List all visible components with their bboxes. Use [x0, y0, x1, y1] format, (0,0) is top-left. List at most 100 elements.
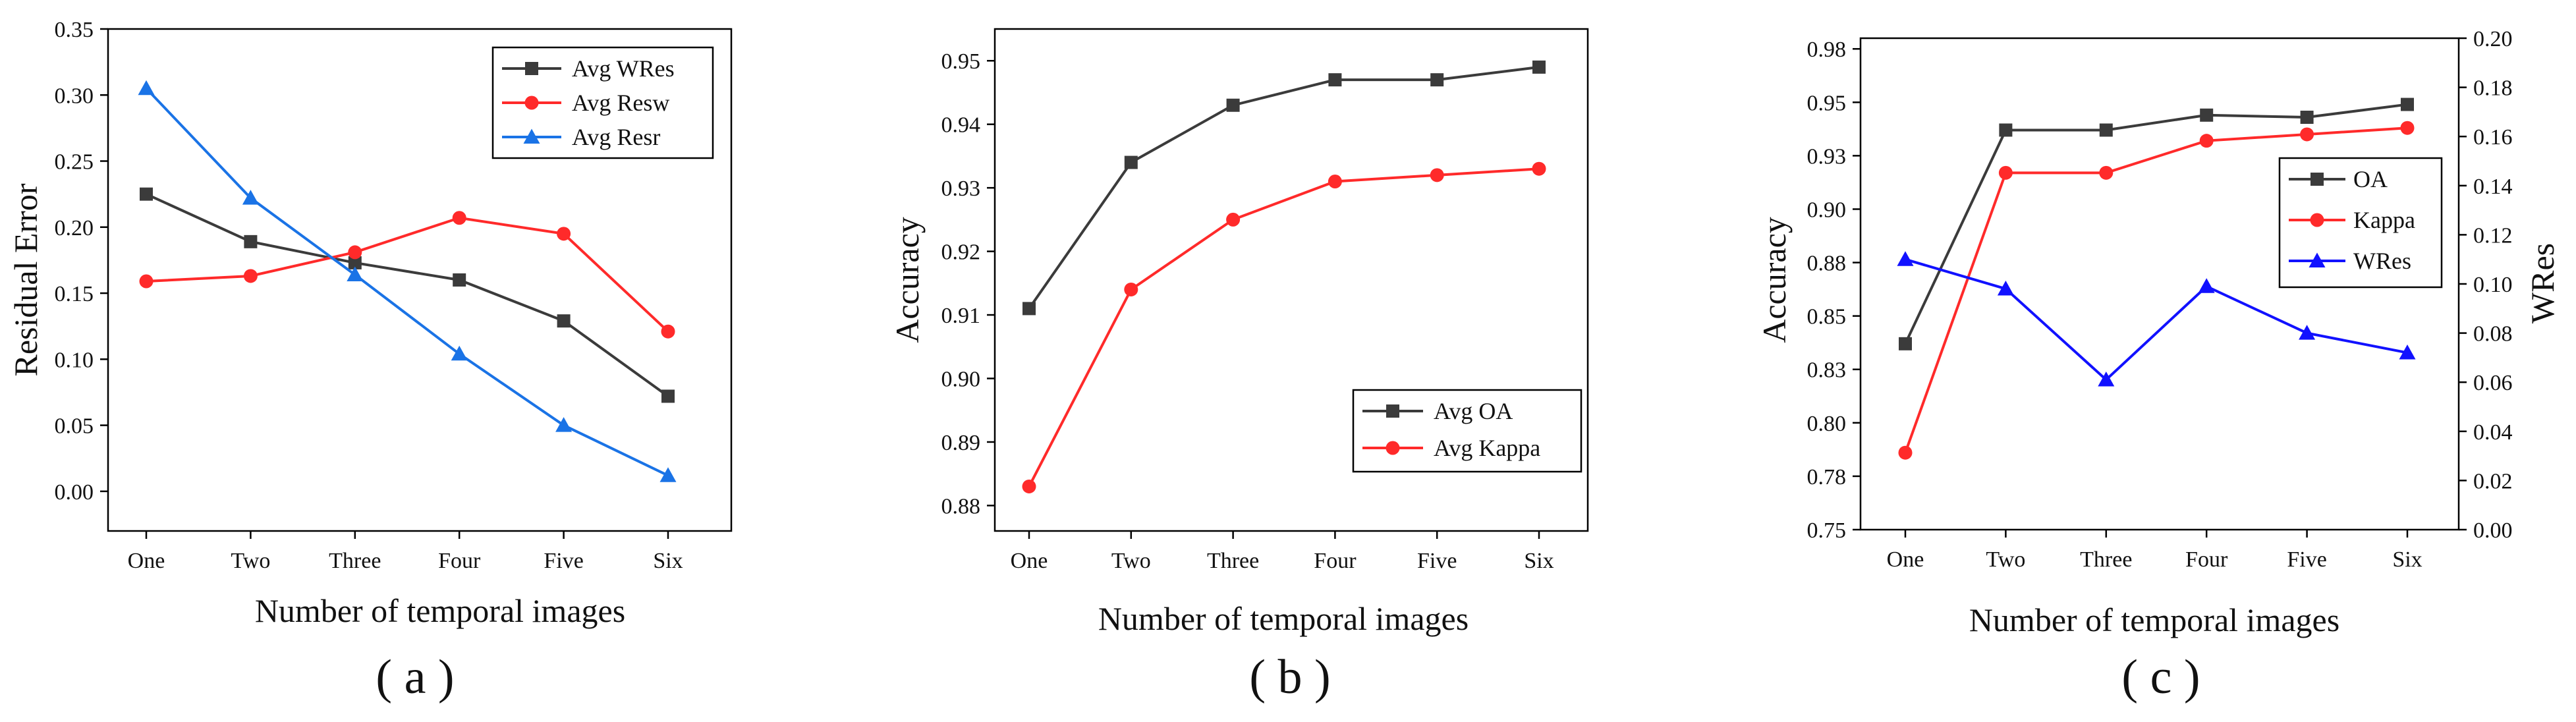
data-point-kappa — [2400, 121, 2415, 135]
y-tick-label: 0.95 — [941, 49, 981, 74]
panel-b-legend: Avg OA Avg Kappa — [1352, 389, 1582, 473]
series-line-avg-resw — [146, 216, 669, 333]
data-point-avg-resw — [139, 274, 154, 289]
series-wres — [1897, 251, 2416, 387]
panel-b-frame — [994, 28, 1589, 532]
data-point-avg-oa — [1328, 73, 1342, 87]
series-line-avg-oa — [1028, 65, 1540, 310]
data-point-avg-kappa — [1124, 282, 1138, 296]
data-point-wres — [2098, 371, 2115, 387]
data-point-oa — [1899, 337, 1912, 350]
data-point-oa — [1999, 123, 2013, 137]
data-point-avg-resr — [347, 266, 364, 281]
x-tick-label: Two — [1986, 547, 2025, 572]
y-tick-label: 0.90 — [941, 368, 981, 392]
y-tick-label: 0.88 — [941, 494, 981, 518]
legend-marker-kappa — [2310, 213, 2324, 227]
panel-c-y2-axis-label: WRes — [2524, 243, 2561, 323]
data-point-avg-kappa — [1022, 479, 1036, 493]
panel-a-legend: Avg WRes Avg Resw Avg Resr — [491, 46, 714, 159]
panel-a-caption: ( a ) — [376, 650, 454, 704]
x-tick-label: Five — [544, 549, 583, 573]
x-tick-label: Two — [1111, 549, 1151, 573]
legend-marker-wres — [2309, 252, 2326, 267]
y-tick-label: 0.98 — [1807, 38, 1847, 62]
x-tick-label: One — [1011, 549, 1048, 573]
legend-label: WRes — [2353, 248, 2411, 274]
legend-label: Avg WRes — [572, 55, 675, 82]
data-point-wres — [2399, 344, 2416, 360]
series-kappa — [1898, 121, 2415, 460]
panel-a-series — [138, 80, 677, 482]
y2-tick-label: 0.08 — [2473, 322, 2513, 347]
data-point-avg-wres — [661, 389, 675, 403]
y2-tick-label: 0.12 — [2473, 223, 2513, 248]
data-point-avg-resw — [661, 324, 675, 339]
y2-tick-label: 0.14 — [2473, 175, 2513, 199]
data-point-avg-kappa — [1532, 161, 1546, 176]
data-point-wres — [2299, 325, 2316, 340]
data-point-avg-wres — [244, 235, 258, 248]
series-avg-oa — [1022, 60, 1546, 316]
legend-marker-avg-wres — [525, 62, 538, 75]
data-point-avg-resr — [138, 80, 155, 96]
panel-b-series — [1022, 60, 1546, 493]
data-point-oa — [2200, 108, 2214, 122]
legend-label: Avg Resr — [572, 124, 660, 150]
panel-c: One Two Three Four Five Six 0.75 0.78 0.80 0.83 0.… — [1756, 27, 2561, 704]
x-tick-label: Three — [2080, 547, 2132, 572]
y2-tick-label: 0.04 — [2473, 420, 2513, 445]
series-avg-resr — [138, 80, 677, 482]
x-tick-label: One — [128, 549, 165, 573]
data-point-avg-resr — [451, 345, 468, 361]
legend-label: Avg Kappa — [1434, 435, 1540, 461]
y-tick-label: 0.75 — [1807, 518, 1847, 543]
y-tick-label: 0.92 — [941, 240, 981, 265]
y-tick-label: 0.80 — [1807, 412, 1847, 436]
data-point-avg-resr — [242, 190, 259, 205]
data-point-avg-resw — [557, 227, 571, 241]
panel-b: One Two Three Four Five Six 0.88 0.89 0.90 0.91 0.… — [889, 28, 1589, 704]
data-point-kappa — [2300, 127, 2314, 142]
y-tick-label: 0.35 — [55, 18, 94, 42]
series-oa — [1899, 97, 2414, 350]
data-point-avg-resw — [348, 245, 362, 260]
panel-c-series — [1897, 97, 2416, 460]
data-point-avg-kappa — [1226, 212, 1241, 227]
data-point-avg-oa — [1430, 73, 1444, 87]
x-tick-label: Four — [2185, 547, 2228, 572]
data-point-kappa — [1998, 165, 2013, 180]
data-point-oa — [2099, 123, 2113, 137]
panel-b-y-axis-label: Accuracy — [889, 217, 926, 343]
series-avg-kappa — [1022, 161, 1546, 493]
y-tick-label: 0.93 — [1807, 144, 1847, 169]
y2-tick-label: 0.16 — [2473, 125, 2513, 150]
series-line-avg-wres — [146, 192, 669, 398]
y2-tick-label: 0.02 — [2473, 469, 2513, 493]
data-point-avg-oa — [1124, 155, 1138, 169]
series-line-avg-resr — [145, 87, 669, 477]
data-point-wres — [2198, 278, 2215, 293]
legend-marker-avg-resr — [523, 128, 540, 144]
data-point-avg-resr — [555, 417, 573, 432]
y-tick-label: 0.94 — [941, 113, 981, 138]
series-line-wres — [1905, 258, 2408, 382]
data-point-wres — [1997, 280, 2014, 296]
y-tick-label: 0.91 — [941, 304, 981, 328]
y-tick-label: 0.15 — [55, 282, 94, 306]
data-point-avg-wres — [140, 187, 153, 201]
panel-b-x-axis-label: Number of temporal images — [1098, 600, 1469, 637]
y-tick-label: 0.90 — [1807, 198, 1847, 222]
panel-c-x-axis-label: Number of temporal images — [1969, 601, 2339, 638]
panel-b-ticks: One Two Three Four Five Six 0.88 0.89 0.90 0.91 0.… — [941, 49, 1554, 573]
data-point-avg-wres — [557, 314, 571, 328]
data-point-avg-oa — [1022, 302, 1036, 316]
y-tick-label: 0.30 — [55, 84, 94, 108]
x-tick-label: Three — [1207, 549, 1259, 573]
x-tick-label: Three — [329, 549, 381, 573]
y-tick-label: 0.93 — [941, 177, 981, 201]
legend-marker-avg-oa — [1386, 404, 1399, 418]
x-tick-label: Four — [1314, 549, 1357, 573]
legend-marker-avg-resw — [524, 96, 539, 110]
legend-label: Avg OA — [1434, 398, 1513, 424]
